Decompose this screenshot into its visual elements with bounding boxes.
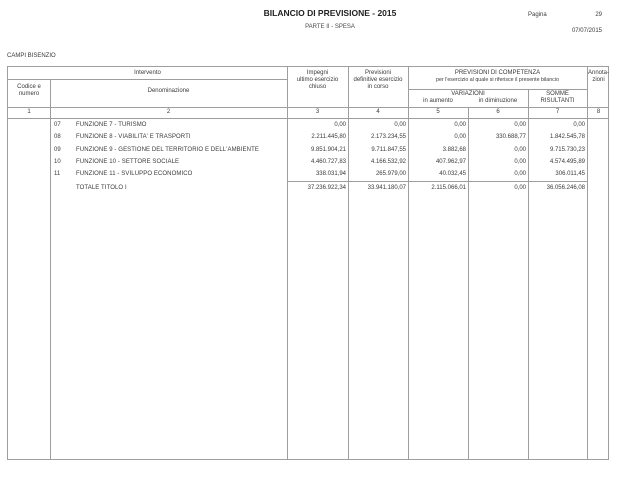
cell-aumento: 3.882,68 — [442, 147, 466, 153]
page-number: 29 — [595, 12, 602, 18]
cell-impegni: 0,00 — [334, 122, 346, 128]
col-number: 2 — [166, 109, 171, 115]
cell-somme: 306.011,45 — [555, 171, 585, 177]
col-number: 1 — [27, 109, 31, 115]
total-label: TOTALE TITOLO I — [76, 185, 127, 191]
col-header-competenza: PREVISIONI DI COMPETENZA per l'esercizio… — [436, 70, 559, 83]
cell-aumento: 0,00 — [454, 134, 466, 140]
cell-aumento: 40.032,45 — [439, 171, 466, 177]
grid-line-under-intervento — [8, 79, 287, 80]
cell-aumento: 2.115.066,01 — [431, 185, 466, 191]
cell-diminuzione: 0,00 — [514, 122, 526, 128]
cell-impegni: 2.211.445,80 — [311, 134, 346, 140]
cell-previsioni: 265.979,00 — [375, 171, 406, 177]
col-header-codice: Codice e numero — [17, 84, 41, 97]
col-number: 3 — [315, 109, 320, 115]
grid-line-col5 — [468, 107, 469, 460]
grid-line-col7 — [587, 67, 588, 460]
col-number: 7 — [555, 109, 560, 115]
grid-line-col4 — [408, 67, 409, 460]
row-denomination: FUNZIONE 8 - VIABILITA' E TRASPORTI — [76, 134, 191, 140]
col-header-in-diminuzione: in diminuzione — [478, 98, 518, 104]
cell-impegni: 4.460.727,83 — [310, 159, 346, 165]
cell-diminuzione: 330.688,77 — [495, 134, 526, 140]
grid-line-col6 — [528, 89, 529, 460]
grid-line-col3 — [348, 67, 349, 460]
cell-previsioni: 0,00 — [394, 122, 406, 128]
cell-diminuzione: 0,00 — [514, 147, 526, 153]
col-number: 6 — [496, 109, 500, 115]
row-denomination: FUNZIONE 11 - SVILUPPO ECONOMICO — [76, 171, 193, 177]
col-header-variazioni: VARIAZIONI — [451, 91, 485, 97]
grid-line-col2 — [287, 67, 288, 460]
cell-aumento: 0,00 — [454, 122, 466, 128]
grid-line-above-total — [287, 181, 587, 182]
row-denomination: FUNZIONE 9 - GESTIONE DEL TERRITORIO E D… — [76, 147, 259, 153]
col-header-previsioni: Previsioni definitive esercizio in corso — [353, 70, 403, 90]
col-number: 8 — [596, 109, 601, 115]
cell-somme: 9.715.730,23 — [549, 147, 585, 153]
cell-diminuzione: 0,00 — [514, 159, 526, 165]
cell-previsioni: 33.941.180,07 — [367, 185, 406, 191]
cell-impegni: 9.851.904,21 — [310, 147, 346, 153]
row-code: 10 — [54, 159, 61, 165]
cell-previsioni: 4.166.532,92 — [370, 159, 406, 165]
report-date: 07/07/2015 — [571, 28, 602, 34]
grid-line-col1 — [50, 79, 51, 460]
cell-diminuzione: 0,00 — [514, 185, 526, 191]
row-code: 11 — [54, 171, 61, 177]
grid-line-below-colnums — [8, 118, 608, 119]
cell-impegni: 37.236.922,34 — [307, 185, 346, 191]
row-denomination: FUNZIONE 7 - TURISMO — [76, 122, 147, 128]
page-label: Pagina — [528, 12, 547, 18]
col-header-impegni: Impegni ultimo esercizio chiuso — [296, 70, 339, 90]
cell-somme: 4.574.495,89 — [549, 159, 585, 165]
cell-somme: 36.056.246,08 — [546, 185, 585, 191]
row-code: 09 — [54, 147, 61, 153]
col-header-somme: SOMME RISULTANTI — [540, 91, 575, 104]
col-header-denominazione: Denominazione — [147, 88, 190, 94]
row-denomination: FUNZIONE 10 - SETTORE SOCIALE — [76, 159, 180, 165]
cell-impegni: 338.031,94 — [315, 171, 346, 177]
entity-name: CAMPI BISENZIO — [7, 53, 56, 59]
row-code: 08 — [54, 134, 61, 140]
budget-table: Intervento Codice e numero Denominazione… — [7, 66, 609, 460]
col-header-in-aumento: in aumento — [423, 98, 453, 104]
col-number: 5 — [436, 109, 440, 115]
cell-somme: 1.842.545,78 — [549, 134, 585, 140]
grid-line-under-competenza — [408, 89, 587, 90]
cell-diminuzione: 0,00 — [514, 171, 526, 177]
cell-somme: 0,00 — [573, 122, 585, 128]
grid-line-above-colnums — [8, 107, 608, 108]
col-header-annotazioni: Annota- zioni — [587, 70, 609, 83]
cell-previsioni: 2.173.234,55 — [370, 134, 406, 140]
col-header-intervento: Intervento — [134, 70, 161, 76]
report-title: BILANCIO DI PREVISIONE - 2015 — [263, 8, 397, 18]
col-number: 4 — [376, 109, 380, 115]
cell-previsioni: 9.711.847,55 — [371, 147, 406, 153]
row-code: 07 — [54, 122, 61, 128]
report-subtitle: PARTE II - SPESA — [305, 24, 355, 30]
cell-aumento: 407.962,97 — [435, 159, 466, 165]
